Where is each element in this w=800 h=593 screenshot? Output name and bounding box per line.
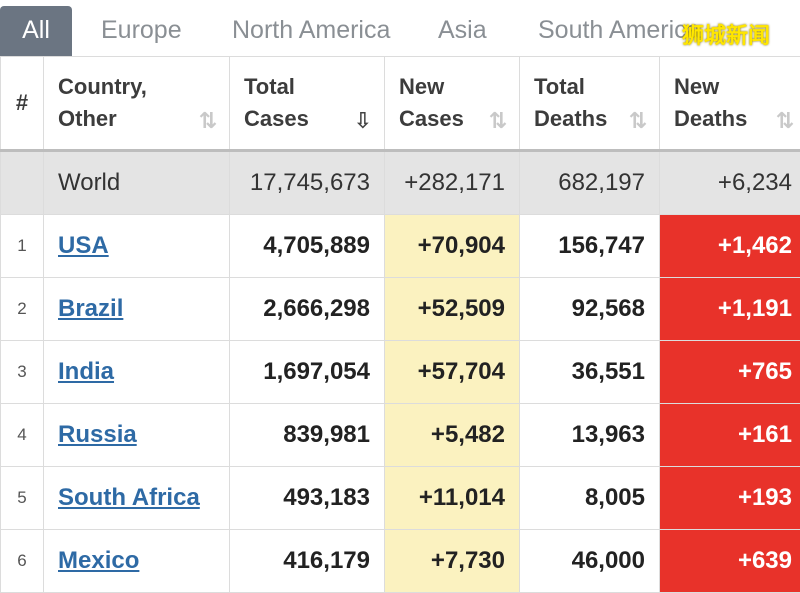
table-row: 4 Russia 839,981 +5,482 13,963 +161 <box>0 403 800 467</box>
header-country-line2: Other <box>58 106 117 131</box>
world-name: World <box>43 150 230 215</box>
sort-icon[interactable]: ⇅ <box>775 108 794 133</box>
header-total-deaths-line2: Deaths <box>534 106 608 131</box>
new-cases-cell: +5,482 <box>384 403 520 467</box>
tab-south-america[interactable]: South America <box>538 16 701 44</box>
world-row: World 17,745,673 +282,171 682,197 +6,234 <box>0 150 800 215</box>
new-cases-cell: +52,509 <box>384 277 520 341</box>
row-index: 1 <box>0 214 44 278</box>
total-cases-cell: 839,981 <box>229 403 385 467</box>
total-deaths-cell: 8,005 <box>519 466 660 530</box>
total-deaths-cell: 46,000 <box>519 529 660 593</box>
new-deaths-cell: +193 <box>659 466 800 530</box>
new-cases-cell: +7,730 <box>384 529 520 593</box>
row-index: 6 <box>0 529 44 593</box>
table-row: 3 India 1,697,054 +57,704 36,551 +765 <box>0 340 800 404</box>
header-new-deaths-line2: Deaths <box>674 106 748 131</box>
country-link[interactable]: Russia <box>58 421 137 448</box>
country-cell: South Africa <box>43 466 230 530</box>
world-index <box>0 150 44 215</box>
world-new-deaths: +6,234 <box>659 150 800 215</box>
header-total-cases-line1: Total <box>244 74 295 99</box>
new-deaths-cell: +639 <box>659 529 800 593</box>
tab-north-america[interactable]: North America <box>232 16 391 44</box>
header-country[interactable]: Country, Other ⇅ <box>43 56 230 152</box>
table-row: 1 USA 4,705,889 +70,904 156,747 +1,462 <box>0 214 800 278</box>
row-index: 2 <box>0 277 44 341</box>
header-total-cases[interactable]: Total Cases ⇩ <box>229 56 385 152</box>
header-new-cases-line1: New <box>399 74 445 99</box>
sort-icon[interactable]: ⇅ <box>198 108 217 133</box>
header-new-cases-line2: Cases <box>399 106 464 131</box>
total-deaths-cell: 156,747 <box>519 214 660 278</box>
world-total-deaths: 682,197 <box>519 150 660 215</box>
world-total-cases: 17,745,673 <box>229 150 385 215</box>
country-link[interactable]: South Africa <box>58 484 200 511</box>
sort-icon[interactable]: ⇅ <box>628 108 647 133</box>
total-cases-cell: 416,179 <box>229 529 385 593</box>
total-cases-cell: 4,705,889 <box>229 214 385 278</box>
row-index: 3 <box>0 340 44 404</box>
region-tabs: All Europe North America Asia South Amer… <box>0 0 800 56</box>
sort-desc-icon[interactable]: ⇩ <box>353 108 372 133</box>
world-new-cases: +282,171 <box>384 150 520 215</box>
header-new-deaths[interactable]: New Deaths ⇅ <box>659 56 800 152</box>
watermark-logo: 狮城新闻 <box>682 24 771 49</box>
total-deaths-cell: 92,568 <box>519 277 660 341</box>
header-country-line1: Country, <box>58 74 147 99</box>
table-header-row: # Country, Other ⇅ Total Cases ⇩ New Cas… <box>0 56 800 152</box>
covid-table: # Country, Other ⇅ Total Cases ⇩ New Cas… <box>0 56 800 593</box>
header-total-cases-line2: Cases <box>244 106 309 131</box>
country-link[interactable]: Brazil <box>58 295 124 322</box>
header-new-cases[interactable]: New Cases ⇅ <box>384 56 520 152</box>
country-cell: India <box>43 340 230 404</box>
tab-asia[interactable]: Asia <box>438 16 487 44</box>
header-index: # <box>0 56 44 152</box>
table-row: 2 Brazil 2,666,298 +52,509 92,568 +1,191 <box>0 277 800 341</box>
country-cell: USA <box>43 214 230 278</box>
header-new-deaths-line1: New <box>674 74 720 99</box>
country-link[interactable]: USA <box>58 232 109 259</box>
country-link[interactable]: Mexico <box>58 547 140 574</box>
total-deaths-cell: 13,963 <box>519 403 660 467</box>
total-cases-cell: 1,697,054 <box>229 340 385 404</box>
country-cell: Mexico <box>43 529 230 593</box>
total-cases-cell: 2,666,298 <box>229 277 385 341</box>
tab-all[interactable]: All <box>0 6 72 56</box>
country-cell: Brazil <box>43 277 230 341</box>
new-cases-cell: +11,014 <box>384 466 520 530</box>
header-total-deaths[interactable]: Total Deaths ⇅ <box>519 56 660 152</box>
tab-europe[interactable]: Europe <box>101 16 182 44</box>
new-deaths-cell: +765 <box>659 340 800 404</box>
new-deaths-cell: +1,462 <box>659 214 800 278</box>
row-index: 5 <box>0 466 44 530</box>
country-cell: Russia <box>43 403 230 467</box>
total-cases-cell: 493,183 <box>229 466 385 530</box>
new-cases-cell: +57,704 <box>384 340 520 404</box>
sort-icon[interactable]: ⇅ <box>488 108 507 133</box>
new-cases-cell: +70,904 <box>384 214 520 278</box>
country-link[interactable]: India <box>58 358 115 385</box>
new-deaths-cell: +161 <box>659 403 800 467</box>
table-row: 5 South Africa 493,183 +11,014 8,005 +19… <box>0 466 800 530</box>
new-deaths-cell: +1,191 <box>659 277 800 341</box>
table-row: 6 Mexico 416,179 +7,730 46,000 +639 <box>0 529 800 593</box>
header-total-deaths-line1: Total <box>534 74 585 99</box>
row-index: 4 <box>0 403 44 467</box>
total-deaths-cell: 36,551 <box>519 340 660 404</box>
